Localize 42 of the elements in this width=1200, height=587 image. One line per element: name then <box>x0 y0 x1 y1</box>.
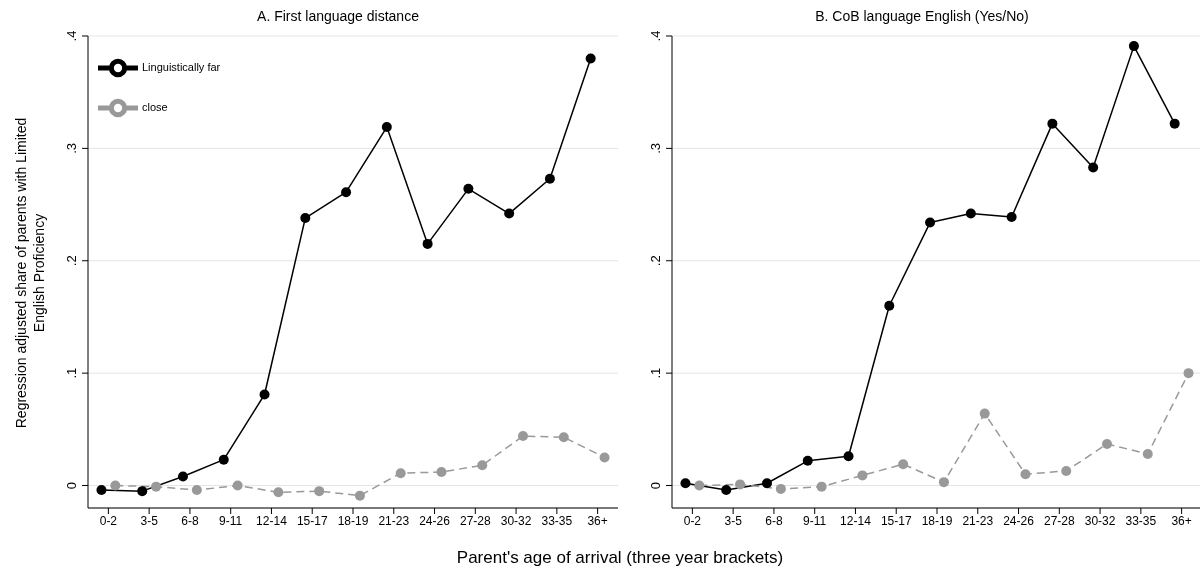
y-tick-label: .3 <box>64 142 79 154</box>
y-tick-label: .1 <box>64 367 79 379</box>
x-tick-label: 33-35 <box>1125 513 1157 528</box>
x-tick-label: 12-14 <box>840 513 872 528</box>
x-tick-label: 36+ <box>1171 513 1192 528</box>
x-tick-label: 33-35 <box>541 513 573 528</box>
x-tick-label: 6-8 <box>181 513 199 528</box>
y-tick-label: .4 <box>648 30 663 42</box>
x-tick-label: 21-23 <box>962 513 994 528</box>
legend-label: close <box>142 100 168 113</box>
chart-title: B. CoB language English (Yes/No) <box>814 8 1030 24</box>
x-tick-label: 18-19 <box>921 513 953 528</box>
x-tick-label: 3-5 <box>724 513 743 528</box>
y-tick-label: 0 <box>648 481 663 490</box>
x-tick-label: 30-32 <box>500 513 532 528</box>
x-tick-label: 21-23 <box>378 513 410 528</box>
x-tick-label: 24-26 <box>1003 513 1035 528</box>
x-tick-label: 27-28 <box>459 513 491 528</box>
x-tick-label: 12-14 <box>256 513 288 528</box>
x-tick-label: 6-8 <box>765 513 783 528</box>
y-axis-title: Regression adjusted share of parents with Limited English Proficiency <box>12 116 48 431</box>
x-tick-label: 36+ <box>587 513 608 528</box>
x-tick-label: 9-11 <box>219 513 243 528</box>
x-tick-label: 27-28 <box>1043 513 1075 528</box>
x-tick-label: 18-19 <box>337 513 369 528</box>
x-tick-label: 0-2 <box>99 513 118 528</box>
x-tick-label: 3-5 <box>140 513 159 528</box>
chart-title: A. First language distance <box>256 8 420 24</box>
y-tick-label: .4 <box>64 30 79 42</box>
x-tick-label: 24-26 <box>419 513 451 528</box>
x-tick-label: 15-17 <box>880 513 912 528</box>
x-tick-label: 15-17 <box>296 513 328 528</box>
y-tick-label: .1 <box>648 367 663 379</box>
x-axis-title: Parent's age of arrival (three year brackets) <box>455 548 785 568</box>
y-tick-label: .2 <box>64 255 79 267</box>
x-tick-label: 9-11 <box>803 513 827 528</box>
y-tick-label: 0 <box>64 481 79 490</box>
y-tick-label: .3 <box>648 142 663 154</box>
y-tick-label: .2 <box>648 255 663 267</box>
x-tick-label: 30-32 <box>1084 513 1116 528</box>
legend-label: Linguistically far <box>142 60 221 73</box>
x-tick-label: 0-2 <box>683 513 702 528</box>
